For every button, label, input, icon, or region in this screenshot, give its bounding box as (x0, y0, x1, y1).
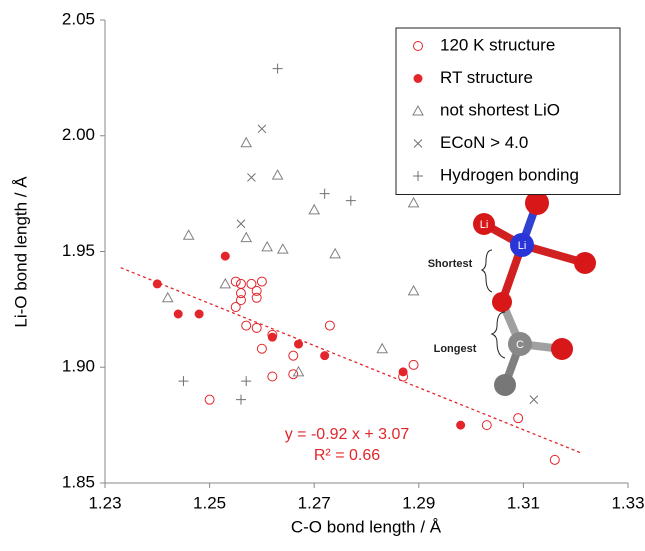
point (399, 367, 408, 376)
y-tick-label: 2.05 (62, 9, 95, 28)
point (195, 310, 204, 319)
legend-label: RT structure (440, 68, 533, 87)
point (153, 279, 162, 288)
point (174, 310, 183, 319)
y-tick-label: 1.90 (62, 357, 95, 376)
x-tick-label: 1.29 (402, 493, 435, 512)
x-tick-label: 1.23 (88, 493, 121, 512)
point (294, 340, 303, 349)
point (456, 421, 465, 430)
atom (492, 292, 512, 312)
y-tick-label: 1.95 (62, 241, 95, 260)
point (320, 351, 329, 360)
legend-label: 120 K structure (440, 35, 555, 54)
atom-label: Li (518, 240, 527, 252)
legend-marker (414, 74, 423, 83)
atom (551, 338, 573, 360)
point (268, 333, 277, 342)
x-tick-label: 1.25 (193, 493, 226, 512)
y-tick-label: 2.00 (62, 125, 95, 144)
equation: y = -0.92 x + 3.07 (285, 426, 410, 443)
y-axis-label: Li-O bond length / Å (11, 176, 30, 328)
atom (494, 374, 516, 396)
x-tick-label: 1.31 (507, 493, 540, 512)
inset-label: Longest (434, 343, 477, 355)
r-squared: R² = 0.66 (314, 447, 380, 464)
legend-label: Hydrogen bonding (440, 165, 579, 184)
x-axis-label: C-O bond length / Å (291, 517, 442, 536)
y-tick-label: 1.85 (62, 472, 95, 491)
point (221, 252, 230, 261)
atom-label: Li (480, 219, 489, 231)
x-tick-label: 1.27 (298, 493, 331, 512)
atom (574, 252, 596, 274)
chart: C-O bond length / Å Li-O bond length / Å… (0, 0, 645, 546)
x-tick-label: 1.33 (611, 493, 644, 512)
inset-label: Shortest (428, 258, 473, 270)
legend-label: ECoN > 4.0 (440, 133, 528, 152)
legend-label: not shortest LiO (440, 100, 560, 119)
atom-label: C (516, 339, 524, 351)
